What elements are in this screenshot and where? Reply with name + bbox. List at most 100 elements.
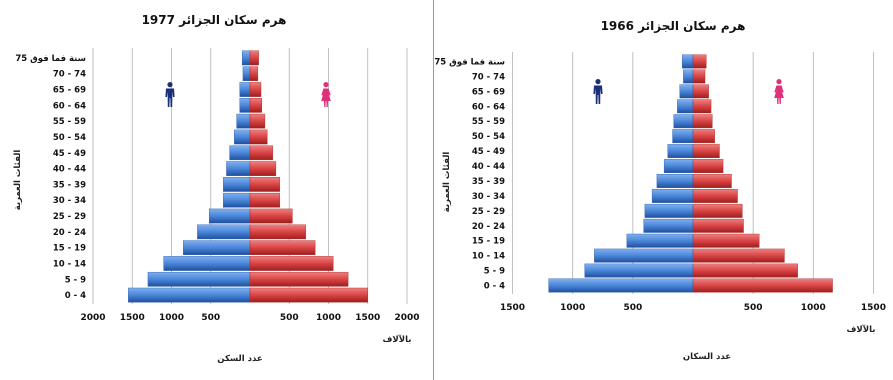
male-bar (644, 203, 694, 218)
female-bar (692, 69, 706, 84)
age-category-label: 0 - 4 (65, 291, 86, 301)
female-bar (692, 174, 732, 188)
male-bar (223, 192, 251, 208)
female-bar (249, 66, 259, 82)
male-figure-icon (165, 82, 175, 107)
age-category-label: 10 - 14 (472, 252, 505, 262)
male-bar (677, 99, 694, 114)
age-category-label: 20 - 24 (472, 222, 505, 232)
female-bar (692, 218, 744, 233)
male-bar (223, 177, 251, 192)
x-tick-label: 1000 (560, 303, 585, 313)
age-category-label: 0 - 4 (484, 282, 505, 292)
female-bar (692, 278, 833, 293)
female-bar (249, 208, 293, 224)
age-category-label: 30 - 34 (53, 196, 86, 206)
female-bar (249, 177, 281, 192)
x-tick-label: 1000 (159, 313, 184, 323)
x-tick-label: 500 (744, 303, 763, 313)
male-bar (242, 66, 251, 82)
female-figure-icon (321, 82, 331, 107)
female-bar (249, 113, 266, 129)
female-bar (692, 248, 785, 263)
male-bar (229, 145, 251, 161)
age-category-label: 55 - 59 (53, 117, 86, 127)
age-category-label: 10 - 14 (53, 259, 86, 269)
male-bar (679, 84, 694, 99)
female-bar (249, 50, 259, 66)
female-bar (249, 98, 262, 113)
male-bar (656, 174, 694, 188)
female-bar (249, 240, 316, 255)
age-category-label: 20 - 24 (53, 228, 86, 238)
x-tick-label: 2000 (80, 313, 105, 323)
age-category-label: 5 - 9 (65, 275, 86, 285)
female-figure-icon (774, 79, 784, 104)
female-bar (692, 188, 738, 203)
female-bar (692, 129, 715, 144)
female-bar (249, 192, 281, 208)
female-bar (249, 145, 273, 161)
y-axis-label: الفئات العمرية (13, 150, 23, 211)
chart-panel-1977: هرم سكان الجزائر 1977 0 - 4 5 - 9 10 - 14 15… (2, 4, 428, 376)
age-category-label: 55 - 59 (472, 117, 505, 127)
age-category-label: 45 - 49 (472, 147, 505, 157)
male-bar (548, 278, 694, 293)
age-category-label: 15 - 19 (53, 244, 86, 254)
female-bar (249, 271, 349, 287)
male-figure-icon (593, 79, 603, 104)
age-category-label: 75 سنة فما فوق (434, 57, 505, 67)
age-category-label: 25 - 29 (53, 212, 86, 222)
male-bar (197, 224, 251, 240)
male-bar (683, 69, 694, 84)
male-bar (183, 240, 251, 255)
chart-title: هرم سكان الجزائر 1977 (142, 13, 287, 28)
age-category-label: 45 - 49 (53, 149, 86, 159)
male-bar (594, 248, 694, 263)
male-bar (241, 50, 251, 66)
x-tick-label: 1500 (120, 313, 145, 323)
male-bar (673, 114, 694, 129)
male-bar (234, 129, 251, 145)
male-bar (672, 129, 694, 144)
x-tick-label: 1500 (355, 313, 380, 323)
female-bar (249, 287, 368, 303)
age-category-label: 65 - 69 (53, 86, 86, 96)
male-bar (226, 161, 251, 176)
female-bar (692, 84, 709, 99)
unit-label: بالآلاف (383, 334, 412, 345)
male-bar (681, 54, 694, 69)
male-bar (626, 233, 694, 248)
y-axis-label: الفئات العمرية (442, 152, 452, 213)
age-category-label: 70 - 74 (53, 70, 86, 80)
age-category-label: 70 - 74 (472, 72, 505, 82)
female-bar (692, 233, 760, 248)
chart-title: هرم سكان الجزائر 1966 (601, 19, 746, 34)
age-category-label: 60 - 64 (472, 102, 505, 112)
age-category-label: 25 - 29 (472, 207, 505, 217)
male-bar (147, 271, 251, 287)
male-bar (163, 256, 251, 271)
pyramid-1977-svg: هرم سكان الجزائر 1977 0 - 4 5 - 9 10 - 14 15… (13, 13, 420, 364)
female-bar (249, 161, 277, 176)
age-category-label: 50 - 54 (472, 132, 505, 142)
x-tick-label: 2000 (394, 313, 419, 323)
x-axis-label: عدد السكن (217, 354, 262, 364)
x-tick-label: 500 (280, 313, 299, 323)
female-bar (692, 99, 712, 114)
female-bar (249, 256, 334, 271)
age-category-label: 65 - 69 (472, 87, 505, 97)
female-bar (692, 114, 713, 129)
x-tick-label: 1000 (316, 313, 341, 323)
female-bar (249, 82, 262, 97)
x-tick-label: 1500 (500, 303, 525, 313)
male-bar (643, 218, 694, 233)
age-category-label: 15 - 19 (472, 237, 505, 247)
age-category-label: 60 - 64 (53, 101, 86, 111)
x-tick-label: 500 (623, 303, 642, 313)
female-bar (692, 144, 720, 159)
female-bar (692, 263, 798, 278)
female-bar (692, 159, 724, 173)
female-bar (692, 54, 707, 69)
female-bar (692, 203, 743, 218)
